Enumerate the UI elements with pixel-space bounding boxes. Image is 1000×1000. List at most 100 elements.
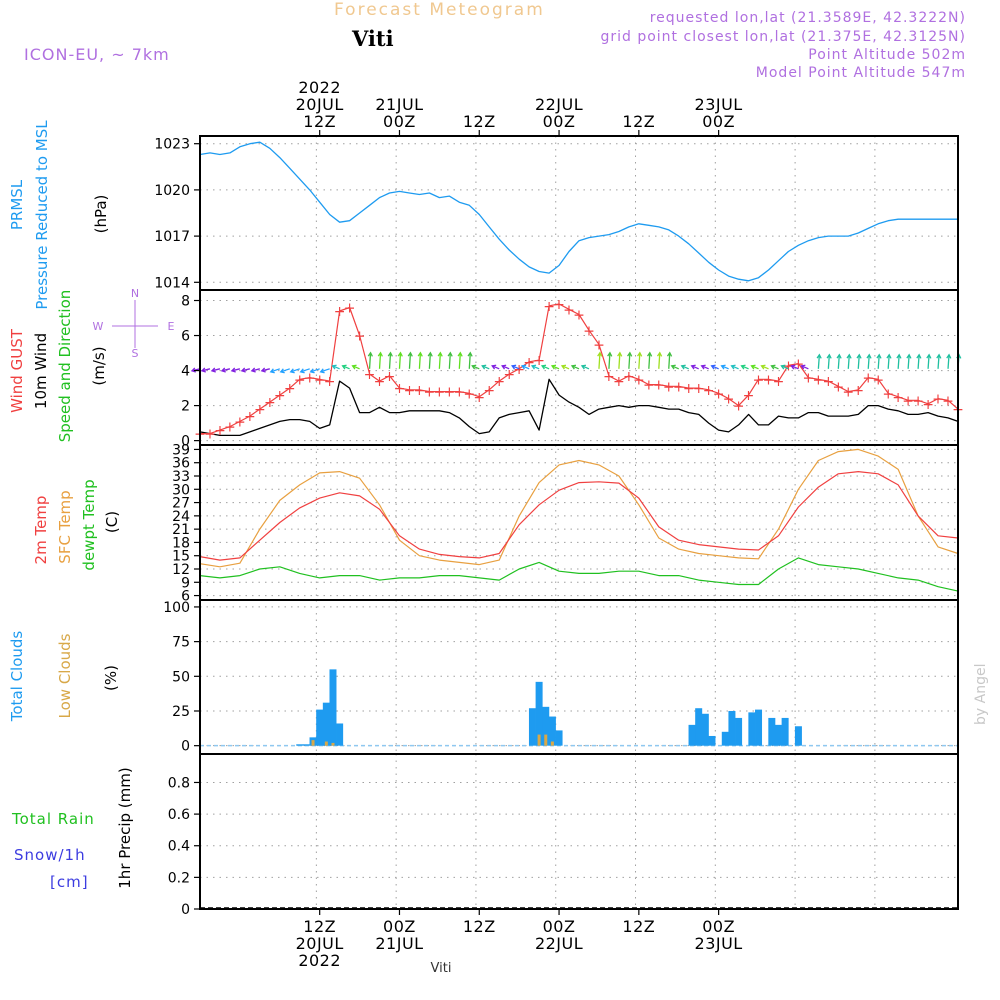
wind-arrow-head <box>770 364 776 370</box>
wind-arrow <box>368 352 372 369</box>
data-layer: ++++++++++++++++++++++++++++++++++++++++… <box>190 141 964 909</box>
gust-marker: + <box>813 372 825 388</box>
wind-arrow-head <box>240 367 246 373</box>
clouds-tick-label: 75 <box>172 635 190 651</box>
gust-marker: + <box>244 409 256 425</box>
gust-marker: + <box>284 381 296 397</box>
wind-arrow <box>378 352 382 369</box>
temp-tick-label: 27 <box>172 496 190 512</box>
wind-arrow <box>628 352 631 369</box>
total-cloud-bar <box>688 724 696 746</box>
clouds-title-2: Low Clouds <box>56 633 74 718</box>
wind-arrow-head <box>289 368 295 374</box>
wind-arrow-head <box>309 368 315 374</box>
pressure-title-2: Pressure Reduced to MSL <box>33 120 51 310</box>
gust-marker: + <box>374 374 386 390</box>
compass-letter: E <box>168 320 175 333</box>
clouds-tick-label: 100 <box>163 600 190 616</box>
gust-marker: + <box>803 371 815 387</box>
wind-title-1: Wind GUST <box>8 328 26 413</box>
time-label-top: 12Z <box>463 112 496 131</box>
total-cloud-bar <box>721 731 729 746</box>
wind-arrow-head <box>730 364 736 370</box>
total-cloud-bar <box>336 723 344 746</box>
wind-arrow-head <box>760 364 766 370</box>
wind-tick-label: 4 <box>181 364 190 380</box>
time-label-top: 12Z <box>622 112 655 131</box>
wind-arrow-head <box>331 364 337 370</box>
wind-arrow <box>761 365 769 370</box>
gust-marker: + <box>783 358 795 374</box>
wind-arrow <box>867 354 870 369</box>
wind-tick-label: 2 <box>181 399 190 415</box>
wind-arrow <box>531 365 540 370</box>
time-label-bottom: 00Z <box>383 917 416 936</box>
time-label-bottom: 12Z <box>463 917 496 936</box>
wind-arrow <box>491 365 500 370</box>
wind-arrow <box>731 365 739 370</box>
wind-arrow <box>741 365 749 370</box>
wind-arrow-head <box>467 351 473 357</box>
wind-arrow-head <box>447 351 453 357</box>
requested-coords: requested lon,lat (21.3589E, 42.3222N) <box>649 10 966 26</box>
clouds-unit: (%) <box>102 665 120 691</box>
wind-arrow-head <box>906 353 912 359</box>
wind-arrow-head <box>856 353 862 359</box>
wind-arrow <box>947 354 950 369</box>
temp-unit: (C) <box>103 511 121 533</box>
wind-arrow-head <box>491 364 497 370</box>
wind-arrow <box>541 365 550 370</box>
gust-marker: + <box>434 385 446 401</box>
total-cloud-bar <box>794 726 802 746</box>
wind-arrow <box>290 368 300 373</box>
total-cloud-bar <box>296 744 304 746</box>
wind-arrow <box>221 368 231 372</box>
gust-marker: + <box>932 392 944 408</box>
wind-arrow-head <box>750 364 756 370</box>
wind-arrow-head <box>826 353 832 359</box>
gust-marker: + <box>583 323 595 339</box>
gust-marker: + <box>314 372 326 388</box>
wind-arrow <box>648 352 651 369</box>
wind-arrow-head <box>471 364 477 370</box>
wind-arrow <box>668 352 671 369</box>
wind-arrow-head <box>560 364 567 370</box>
time-label-top: 00Z <box>702 112 735 131</box>
total-cloud-bar <box>329 669 337 746</box>
low-cloud-bar <box>331 742 335 746</box>
wind-arrow <box>310 368 320 373</box>
wind-arrow-head <box>200 367 206 373</box>
wind-arrow-head <box>457 351 463 357</box>
model-point-altitude: Model Point Altitude 547m <box>755 65 966 81</box>
wind-arrow-head <box>299 368 305 374</box>
gust-marker: + <box>713 386 725 402</box>
wind-arrow-head <box>666 351 673 357</box>
wind-arrow <box>721 365 729 370</box>
gust-marker: + <box>663 379 675 395</box>
wind-arrow <box>887 354 890 369</box>
pressure-tick-label: 1020 <box>154 183 190 199</box>
wind-arrow <box>241 368 251 372</box>
wind-tick-label: 0 <box>181 434 190 450</box>
time-label-top: 22JUL <box>535 95 583 114</box>
wind-arrow <box>521 365 530 370</box>
wind-arrow <box>711 365 719 370</box>
gust-marker: + <box>463 386 475 402</box>
pressure-tick-label: 1014 <box>154 275 190 291</box>
temp-tick-label: 30 <box>172 482 190 498</box>
grid-point-coords: grid point closest lon,lat (21.375E, 42.… <box>600 29 966 45</box>
gust-marker: + <box>354 329 366 345</box>
wind-arrow-head <box>896 353 902 359</box>
wind-arrow-head <box>570 364 577 370</box>
gust-marker: + <box>613 374 625 390</box>
temp-tick-label: 9 <box>181 575 190 591</box>
pressure-tick-label: 1023 <box>154 137 190 153</box>
gust-marker: + <box>573 308 585 324</box>
wind-arrow <box>501 365 510 370</box>
total-cloud-bar <box>302 744 310 746</box>
gust-marker: + <box>673 379 685 395</box>
wind-arrow <box>332 365 340 370</box>
wind-arrow-head <box>627 351 633 357</box>
wind-arrow-head <box>341 364 347 370</box>
temp-title-3: dewpt Temp <box>80 479 98 570</box>
